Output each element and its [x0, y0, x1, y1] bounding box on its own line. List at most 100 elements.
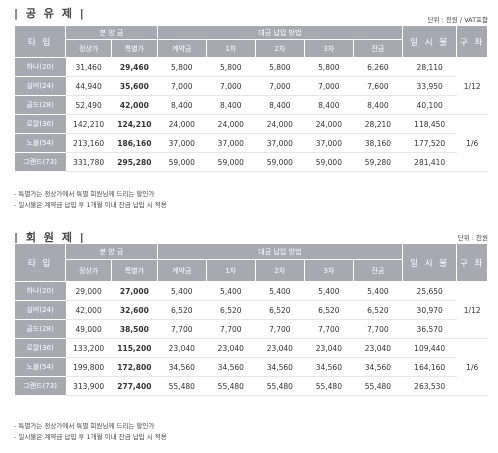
regular-price-cell: 31,460 [65, 57, 112, 77]
payment2-cell: 23,040 [255, 338, 305, 358]
payment1-cell: 37,000 [206, 133, 256, 153]
header-balance: 잔금 [352, 259, 403, 282]
account-cell: 1/6 [456, 338, 488, 396]
regular-price-cell: 49,000 [65, 319, 112, 339]
balance-cell: 23,040 [353, 338, 403, 358]
footnote-special-price: - 특별가는 정상가에서 특별 회원님께 드리는 할인가 [14, 190, 155, 198]
type-cell: 실버(24) [14, 76, 66, 96]
payment3-cell: 7,700 [304, 319, 354, 339]
header-type: 타 입 [13, 243, 67, 282]
payment3-cell: 24,000 [304, 114, 354, 134]
type-cell: 노블(54) [14, 133, 66, 153]
type-cell: 그랜드(73) [14, 152, 66, 172]
type-cell: 골드(28) [14, 319, 66, 339]
footnote-lump-sum: - 일시불은 계약금 납입 후 1개월 이내 잔금 납입 시 적용 [14, 201, 167, 209]
header-lump-sum: 일 시 불 [401, 25, 458, 58]
payment3-cell: 23,040 [304, 338, 354, 358]
payment1-cell: 34,560 [206, 357, 256, 377]
header-payment-plan: 대금 납입 방법 [156, 25, 403, 40]
type-cell: 실버(24) [14, 300, 66, 320]
contract-cell: 5,800 [157, 57, 207, 77]
special-price-cell: 115,200 [111, 338, 158, 358]
type-cell: 그랜드(73) [14, 376, 66, 396]
contract-cell: 55,480 [157, 376, 207, 396]
table-row: 골드(28) 52,490 42,000 8,400 8,400 8,400 8… [14, 95, 488, 115]
lump-sum-cell: 263,530 [402, 376, 457, 396]
header-first: 1차 [205, 39, 256, 58]
special-price-cell: 124,210 [111, 114, 158, 134]
contract-cell: 5,400 [157, 281, 207, 301]
special-price-cell: 295,280 [111, 152, 158, 172]
payment2-cell: 59,000 [255, 152, 305, 172]
price-table: 타 입 분 양 금 대금 납입 방법 일 시 불 구 좌 정상가 특별가 계약금… [13, 243, 488, 396]
payment3-cell: 37,000 [304, 133, 354, 153]
type-cell: 하나(20) [14, 57, 66, 77]
table-row: 로얄(36) 142,210 124,210 24,000 24,000 24,… [14, 114, 488, 172]
header-type: 타 입 [13, 25, 67, 58]
payment3-cell: 5,400 [304, 281, 354, 301]
payment3-cell: 5,800 [304, 57, 354, 77]
payment2-cell: 7,700 [255, 319, 305, 339]
payment2-cell: 24,000 [255, 114, 305, 134]
regular-price-cell: 29,000 [65, 281, 112, 301]
section-title: | 공 유 제 | [14, 7, 86, 20]
header-account: 구 좌 [456, 25, 488, 58]
payment1-cell: 7,700 [206, 319, 256, 339]
lump-sum-cell: 164,160 [402, 357, 457, 377]
balance-cell: 6,520 [353, 300, 403, 320]
lump-sum-cell: 40,100 [402, 95, 457, 115]
special-price-cell: 38,500 [111, 319, 158, 339]
type-cell: 노블(54) [14, 357, 66, 377]
lump-sum-cell: 177,520 [402, 133, 457, 153]
account-cell: 1/6 [456, 114, 488, 172]
header-contract: 계약금 [156, 259, 207, 282]
payment1-cell: 7,000 [206, 76, 256, 96]
footnotes: - 특별가는 정상가에서 특별 회원님께 드리는 할인가 - 일시불은 계약금 … [14, 421, 167, 443]
lump-sum-cell: 33,950 [402, 76, 457, 96]
header-sale-price: 분 양 금 [65, 243, 158, 260]
payment2-cell: 5,800 [255, 57, 305, 77]
special-price-cell: 186,160 [111, 133, 158, 153]
header-payment-plan: 대금 납입 방법 [156, 243, 403, 260]
header-sale-price: 분 양 금 [65, 25, 158, 40]
type-cell: 로얄(36) [14, 114, 66, 134]
special-price-cell: 35,600 [111, 76, 158, 96]
regular-price-cell: 42,000 [65, 300, 112, 320]
table-row: 골드(28) 49,000 38,500 7,700 7,700 7,700 7… [14, 319, 488, 339]
table-row: 로얄(36) 133,200 115,200 23,040 23,040 23,… [14, 338, 488, 396]
payment3-cell: 59,000 [304, 152, 354, 172]
payment3-cell: 7,000 [304, 76, 354, 96]
payment3-cell: 8,400 [304, 95, 354, 115]
unit-note: 단위 : 천원 [457, 234, 488, 242]
contract-cell: 7,000 [157, 76, 207, 96]
header-second: 2차 [254, 259, 305, 282]
payment2-cell: 8,400 [255, 95, 305, 115]
payment1-cell: 55,480 [206, 376, 256, 396]
table-row: 그랜드(73) 313,900 277,400 55,480 55,480 55… [14, 376, 488, 396]
type-cell: 하나(20) [14, 281, 66, 301]
special-price-cell: 42,000 [111, 95, 158, 115]
header-lump-sum: 일 시 불 [401, 243, 458, 282]
balance-cell: 55,480 [353, 376, 403, 396]
header-second: 2차 [254, 39, 305, 58]
lump-sum-cell: 28,110 [402, 57, 457, 77]
type-cell: 로얄(36) [14, 338, 66, 358]
payment1-cell: 5,800 [206, 57, 256, 77]
lump-sum-cell: 30,970 [402, 300, 457, 320]
unit-note: 단위 : 천원 / VAT포함 [427, 16, 488, 24]
payment2-cell: 5,400 [255, 281, 305, 301]
header-special: 특별가 [110, 39, 158, 58]
contract-cell: 37,000 [157, 133, 207, 153]
table-row: 실버(24) 44,940 35,600 7,000 7,000 7,000 7… [14, 76, 488, 96]
contract-cell: 6,520 [157, 300, 207, 320]
lump-sum-cell: 25,650 [402, 281, 457, 301]
payment1-cell: 6,520 [206, 300, 256, 320]
balance-cell: 59,280 [353, 152, 403, 172]
payment2-cell: 34,560 [255, 357, 305, 377]
payment2-cell: 37,000 [255, 133, 305, 153]
payment2-cell: 7,000 [255, 76, 305, 96]
contract-cell: 23,040 [157, 338, 207, 358]
account-cell: 1/12 [456, 281, 488, 339]
special-price-cell: 27,000 [111, 281, 158, 301]
payment3-cell: 6,520 [304, 300, 354, 320]
